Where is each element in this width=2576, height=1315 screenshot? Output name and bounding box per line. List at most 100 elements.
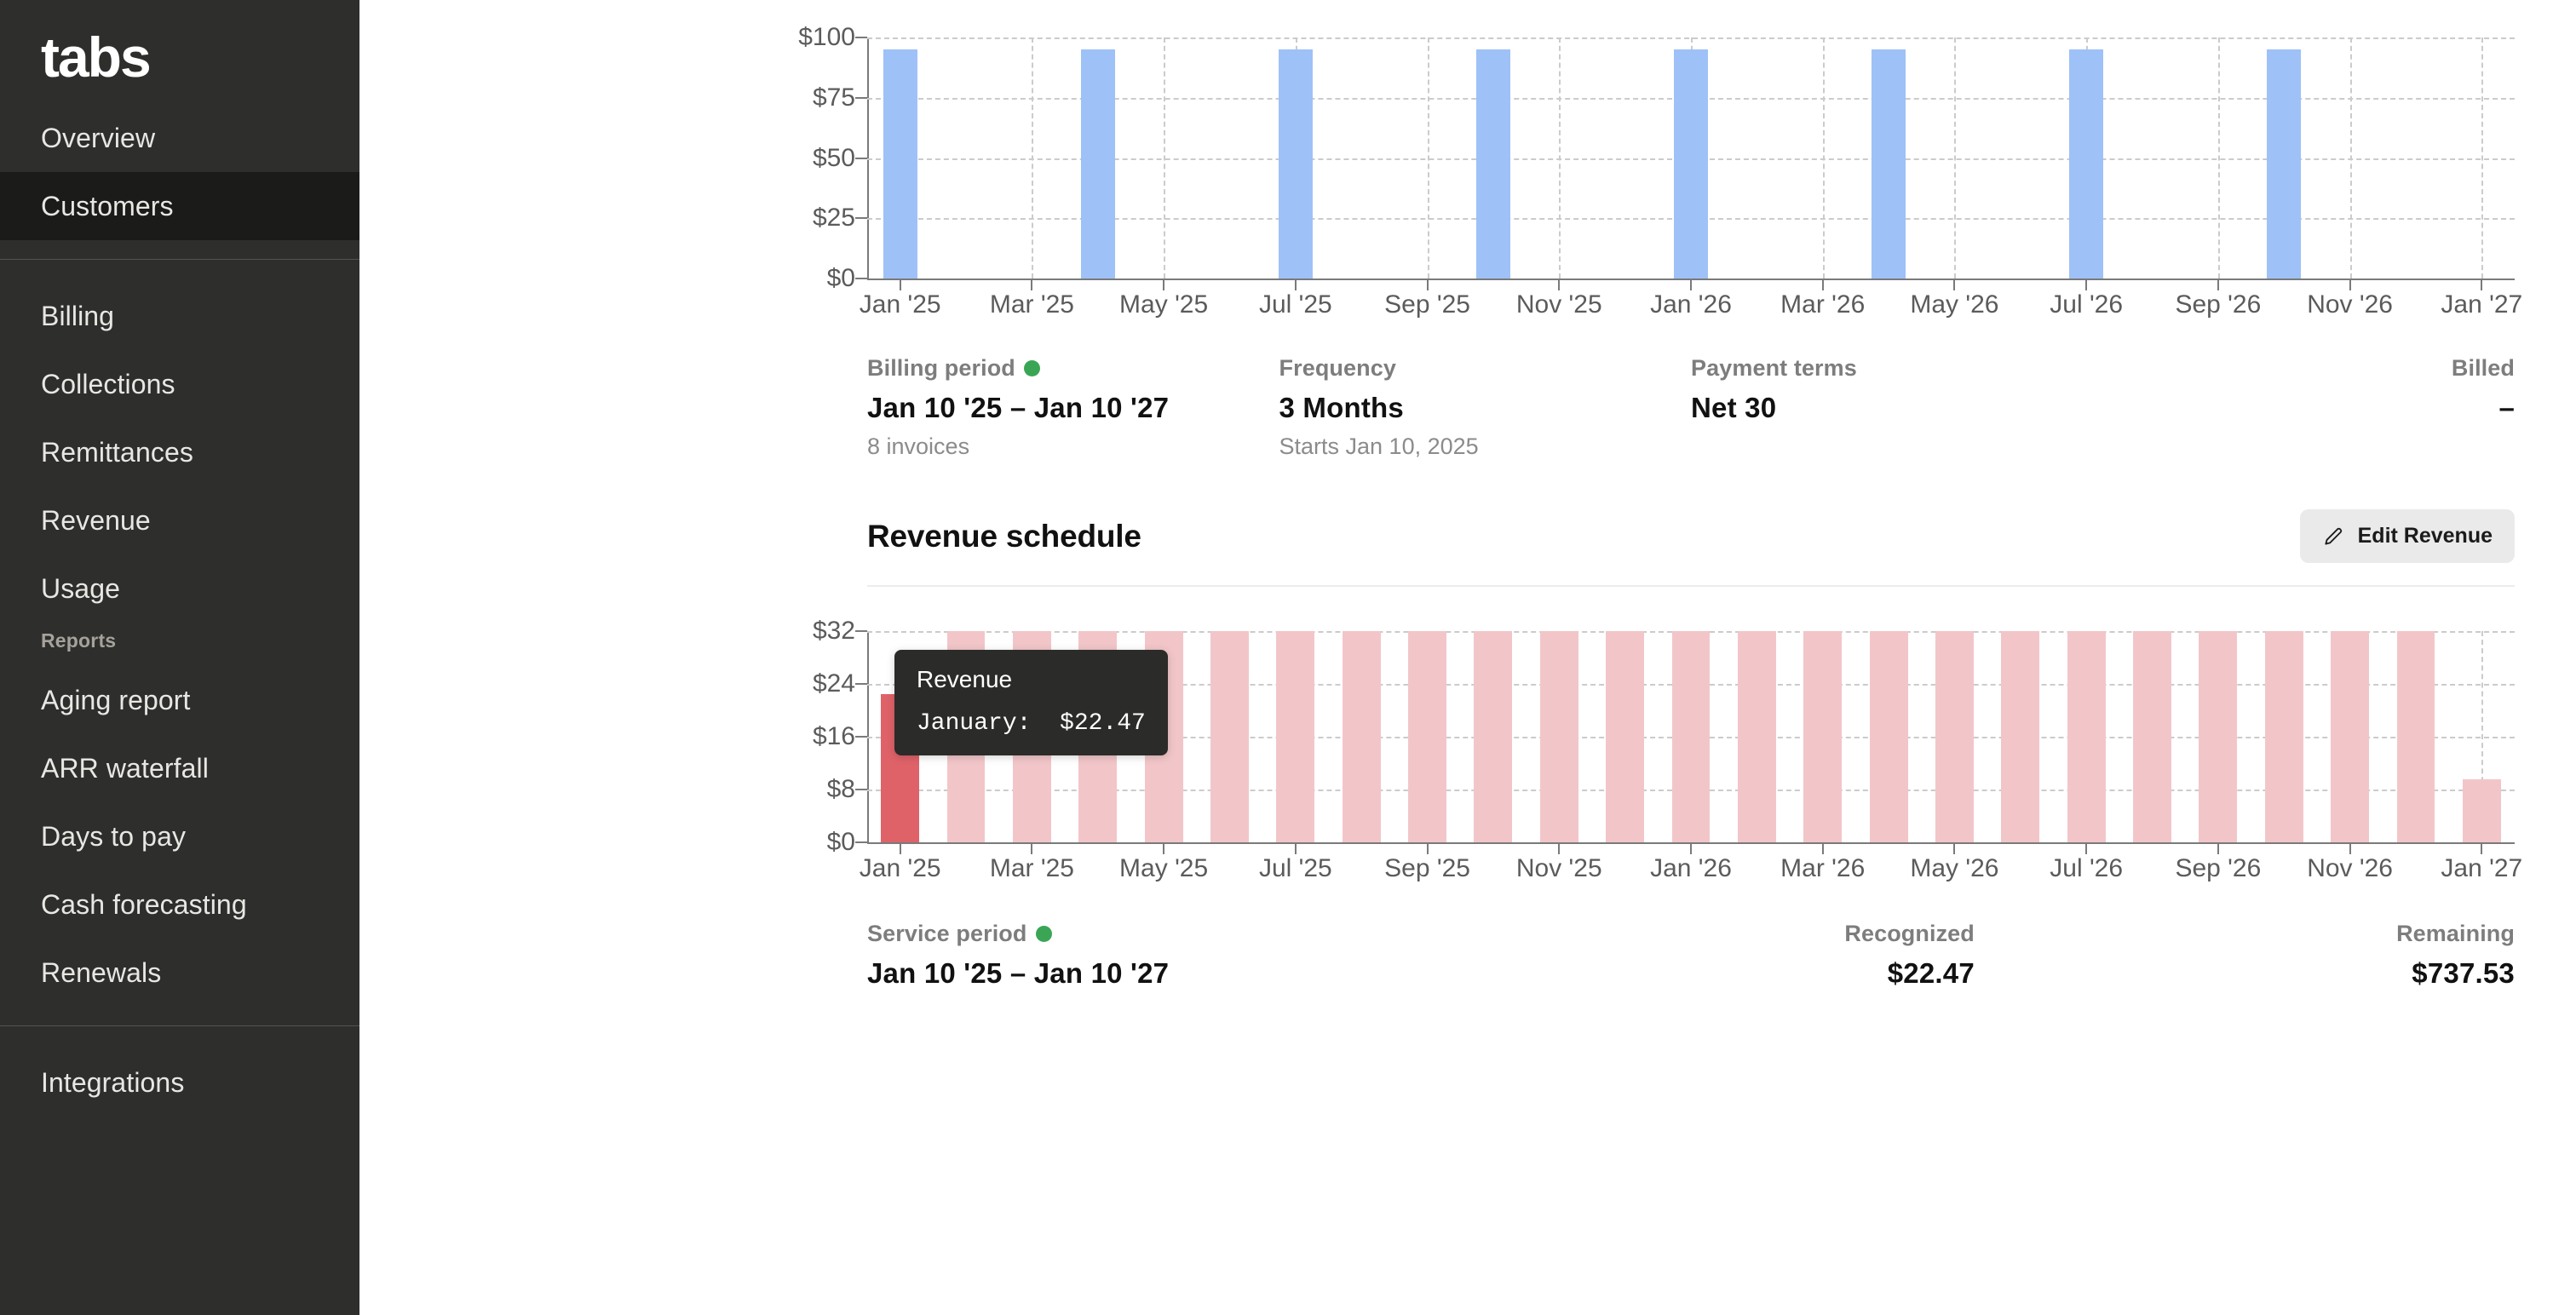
sidebar-item-overview[interactable]: Overview bbox=[0, 104, 359, 172]
sidebar-item-collections[interactable]: Collections bbox=[0, 350, 359, 418]
chart-bar[interactable] bbox=[1673, 49, 1709, 279]
chart-bar[interactable] bbox=[1474, 631, 1513, 842]
x-axis-tick-label: Mar '25 bbox=[989, 290, 1074, 319]
chart-bar[interactable] bbox=[1278, 49, 1313, 279]
y-axis-tick-label: $50 bbox=[812, 143, 855, 172]
chart-bar[interactable] bbox=[1539, 631, 1578, 842]
y-axis-tick-label: $8 bbox=[826, 775, 855, 803]
revenue-plot-area: Revenue January: $22.47 bbox=[867, 631, 2515, 844]
x-axis-tick-label: Mar '26 bbox=[1780, 854, 1866, 882]
x-axis-tick bbox=[1294, 844, 1297, 854]
revenue-chart-x-axis: Jan '25 Mar '25 May '25 Jul '25 Sep '25 Nov '… bbox=[860, 844, 2522, 890]
chart-bar[interactable] bbox=[2001, 631, 2040, 842]
sidebar-item-renewals[interactable]: Renewals bbox=[0, 939, 359, 1007]
x-axis-tick-label: Nov '25 bbox=[1515, 290, 1602, 319]
chart-bar[interactable] bbox=[2396, 631, 2435, 842]
x-axis-tick bbox=[2481, 844, 2483, 854]
chart-bar[interactable] bbox=[2331, 631, 2370, 842]
chart-bar[interactable] bbox=[1606, 631, 1645, 842]
y-axis-tick bbox=[855, 37, 867, 38]
y-axis-tick-label: $25 bbox=[812, 204, 855, 233]
x-axis-tick bbox=[1690, 844, 1692, 854]
brand-logo[interactable]: tabs bbox=[41, 26, 152, 89]
sidebar-item-label: ARR waterfall bbox=[41, 752, 209, 784]
sidebar-item-arr-waterfall[interactable]: ARR waterfall bbox=[0, 734, 359, 802]
chart-bar[interactable] bbox=[1210, 631, 1249, 842]
sidebar: tabs Overview Customers Billing Collecti… bbox=[0, 0, 359, 1315]
sidebar-item-label: Customers bbox=[41, 190, 174, 221]
x-axis-tick-label: Sep '26 bbox=[2175, 854, 2262, 882]
status-dot-icon bbox=[1035, 926, 1052, 942]
x-axis-tick bbox=[1426, 280, 1429, 290]
pencil-icon bbox=[2322, 525, 2344, 548]
service-period-cell: Service period Jan 10 '25 – Jan 10 '27 bbox=[867, 921, 1407, 990]
chart-bar[interactable] bbox=[2267, 49, 2302, 279]
chart-bar[interactable] bbox=[1871, 49, 1906, 279]
sidebar-item-label: Billing bbox=[41, 300, 115, 331]
vertical-gridline bbox=[1559, 37, 1561, 279]
sidebar-item-label: Days to pay bbox=[41, 820, 187, 852]
vertical-gridline bbox=[2481, 37, 2484, 279]
status-dot-icon bbox=[1023, 360, 1040, 376]
sidebar-item-usage[interactable]: Usage bbox=[0, 554, 359, 623]
y-axis-tick-label: $100 bbox=[798, 23, 855, 51]
sidebar-item-revenue[interactable]: Revenue bbox=[0, 486, 359, 554]
vertical-gridline bbox=[2217, 37, 2220, 279]
sidebar-divider-top bbox=[0, 259, 359, 260]
chart-bar[interactable] bbox=[1475, 49, 1511, 279]
vertical-gridline bbox=[2481, 631, 2484, 842]
remaining-value: $737.53 bbox=[2412, 957, 2515, 989]
sidebar-item-customers[interactable]: Customers bbox=[0, 172, 359, 240]
chart-bar[interactable] bbox=[2199, 631, 2238, 842]
x-axis-tick bbox=[1558, 844, 1561, 854]
chart-bar[interactable] bbox=[1408, 631, 1446, 842]
x-axis-tick-label: Sep '25 bbox=[1384, 290, 1470, 319]
sidebar-item-remittances[interactable]: Remittances bbox=[0, 418, 359, 486]
sidebar-item-integrations[interactable]: Integrations bbox=[0, 1048, 359, 1117]
sidebar-item-billing[interactable]: Billing bbox=[0, 282, 359, 350]
chart-bar[interactable] bbox=[1935, 631, 1974, 842]
chart-bar[interactable] bbox=[2264, 631, 2303, 842]
chart-bar[interactable] bbox=[883, 49, 917, 279]
x-axis-tick bbox=[1821, 280, 1824, 290]
revenue-schedule-header: Revenue schedule Edit Revenue bbox=[867, 460, 2515, 587]
edit-revenue-button[interactable]: Edit Revenue bbox=[2299, 509, 2515, 563]
y-axis-tick bbox=[855, 841, 867, 843]
x-axis-tick-label: Jan '25 bbox=[859, 854, 941, 882]
x-axis-tick bbox=[2217, 844, 2219, 854]
chart-bar[interactable] bbox=[2462, 779, 2501, 842]
sidebar-item-label: Integrations bbox=[41, 1066, 185, 1098]
chart-bar[interactable] bbox=[1080, 49, 1115, 279]
billing-chart-x-axis: Jan '25 Mar '25 May '25 Jul '25 Sep '25 Nov '… bbox=[860, 280, 2522, 326]
chart-bar[interactable] bbox=[2133, 631, 2171, 842]
chart-bar[interactable] bbox=[1276, 631, 1315, 842]
sidebar-item-label: Remittances bbox=[41, 436, 193, 468]
y-axis-tick bbox=[855, 278, 867, 279]
x-axis-tick bbox=[899, 280, 901, 290]
x-axis-tick-label: Mar '26 bbox=[1780, 290, 1866, 319]
chart-bar[interactable] bbox=[1737, 631, 1776, 842]
tooltip-value: January: $22.47 bbox=[917, 709, 1146, 737]
chart-bar[interactable] bbox=[2069, 49, 2104, 279]
remaining-cell: Remaining $737.53 bbox=[1975, 921, 2515, 990]
revenue-tooltip: Revenue January: $22.47 bbox=[894, 650, 1168, 755]
x-axis-tick-label: Jul '25 bbox=[1258, 290, 1332, 319]
chart-bar[interactable] bbox=[2067, 631, 2106, 842]
billing-chart-block: $0 $25 $50 $75 $100 Jan '25 Mar '25 May '25 Jul… bbox=[359, 23, 2522, 326]
frequency-value: 3 Months bbox=[1279, 392, 1404, 423]
chart-bar[interactable] bbox=[1671, 631, 1711, 842]
x-axis-tick bbox=[1031, 280, 1033, 290]
sidebar-item-cash-forecasting[interactable]: Cash forecasting bbox=[0, 870, 359, 939]
chart-bar[interactable] bbox=[1803, 631, 1843, 842]
chart-bar[interactable] bbox=[1342, 631, 1381, 842]
x-axis-tick bbox=[1031, 844, 1033, 854]
x-axis-tick-label: May '25 bbox=[1119, 854, 1209, 882]
payment-terms-value: Net 30 bbox=[1691, 392, 1777, 423]
sidebar-item-aging-report[interactable]: Aging report bbox=[0, 666, 359, 734]
sidebar-item-days-to-pay[interactable]: Days to pay bbox=[0, 802, 359, 870]
y-axis-labels: $0 $25 $50 $75 $100 bbox=[668, 23, 855, 292]
billing-plot-area bbox=[867, 37, 2515, 280]
billing-period-value: Jan 10 '25 – Jan 10 '27 bbox=[867, 392, 1170, 423]
chart-bar[interactable] bbox=[1869, 631, 1908, 842]
